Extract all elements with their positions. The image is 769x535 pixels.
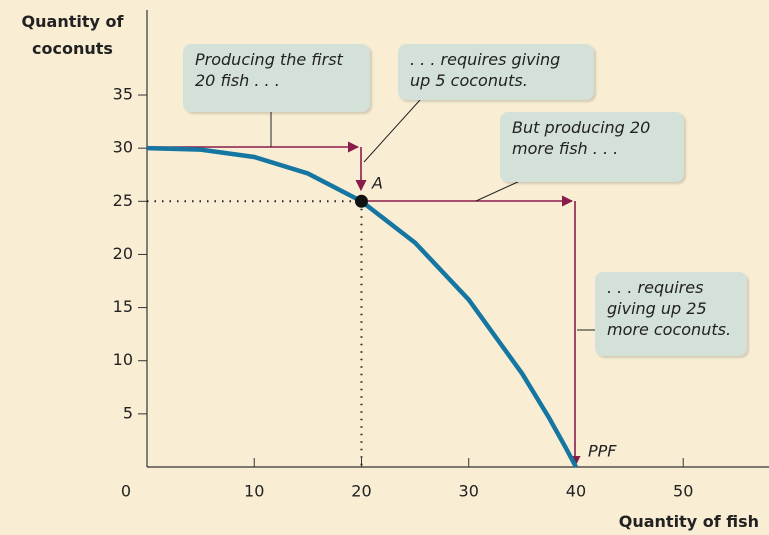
annotation-box: . . . requires giving up 5 coconuts. [398, 44, 594, 100]
x-tick-label: 30 [459, 482, 479, 501]
ppf-curve [146, 145, 578, 469]
y-tick-label: 35 [113, 85, 133, 104]
point-a [354, 194, 368, 208]
x-axis-title: Quantity of fish [618, 512, 759, 531]
annotation-box: . . . requires giving up 25 more coconut… [595, 272, 747, 356]
y-tick-label: 10 [113, 350, 133, 369]
x-tick-label: 40 [566, 482, 586, 501]
y-tick-label: 15 [113, 297, 133, 316]
leader-line [363, 99, 421, 163]
leader-line [475, 179, 523, 202]
y-tick-label: 5 [123, 403, 133, 422]
annotation-box: Producing the first 20 fish . . . [183, 44, 370, 112]
x-tick-label: 10 [244, 482, 264, 501]
x-tick-label: 50 [673, 482, 693, 501]
y-axis-title: Quantity of coconuts [21, 12, 124, 58]
y-tick-label: 20 [113, 244, 133, 263]
x-tick-label: 20 [351, 482, 371, 501]
y-tick-label: 30 [113, 138, 133, 157]
annotation-box: But producing 20 more fish . . . [500, 112, 684, 182]
x-tick-label: 0 [121, 482, 131, 501]
curve-label: PPF [588, 442, 617, 461]
leader-lines [270, 99, 597, 331]
y-tick-label: 25 [113, 191, 133, 210]
point-label: A [371, 174, 383, 193]
